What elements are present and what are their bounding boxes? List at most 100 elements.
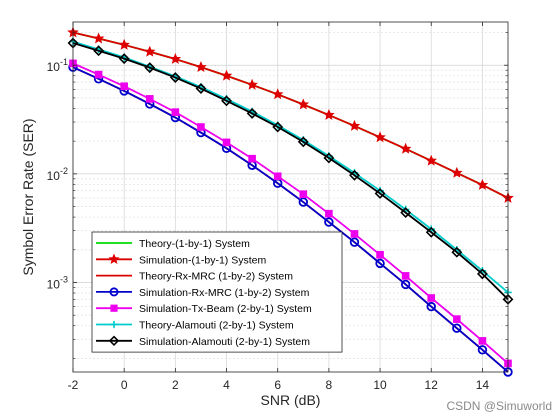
series-simulation-1-by-1-system-marker bbox=[348, 119, 361, 131]
legend-label: Simulation-Alamouti (2-by-1) System bbox=[139, 336, 310, 348]
series-simulation-1-by-1-system-marker bbox=[476, 178, 489, 190]
watermark: CSDN @Simuworld bbox=[446, 399, 552, 413]
series-simulation-1-by-1-system-marker bbox=[195, 61, 207, 73]
x-axis-label: SNR (dB) bbox=[261, 392, 321, 408]
series-simulation-1-by-1-system-marker bbox=[451, 166, 463, 178]
y-tick-label: 10-3 bbox=[47, 274, 68, 291]
legend-label: Theory-Alamouti (2-by-1) System bbox=[139, 320, 294, 332]
series-simulation-alamouti-2-by-1-system-marker bbox=[195, 83, 207, 94]
series-simulation-1-by-1-system-marker bbox=[271, 88, 284, 100]
x-tick-label: 6 bbox=[274, 378, 281, 392]
legend-label: Simulation-(1-by-1) System bbox=[139, 254, 266, 266]
series-simulation-tx-beam-2-by-1-system-marker bbox=[350, 230, 359, 238]
plot-frame bbox=[72, 21, 509, 373]
series-simulation-1-by-1-system-marker bbox=[92, 32, 105, 44]
series-simulation-1-by-1-system-marker bbox=[144, 45, 156, 57]
series-simulation-rx-mrc-1-by-2-system-marker bbox=[298, 197, 308, 207]
series-simulation-tx-beam-2-by-1-system-marker bbox=[120, 82, 128, 91]
series-simulation-alamouti-2-by-1-system-marker bbox=[169, 72, 181, 83]
series-simulation-rx-mrc-1-by-2-system-marker bbox=[400, 279, 411, 290]
legend-item-simulation-alamouti-2-by-1-system: Simulation-Alamouti (2-by-1) System bbox=[96, 335, 310, 348]
series-simulation-tx-beam-2-by-1-system-marker bbox=[171, 108, 180, 116]
series-simulation-tx-beam-2-by-1-system-marker bbox=[427, 294, 436, 302]
series-simulation-alamouti-2-by-1-system-marker bbox=[93, 45, 105, 57]
legend-item-theory-1-by-1-system: Theory-(1-by-1) System bbox=[96, 238, 250, 250]
legend-item-simulation-1-by-1-system: Simulation-(1-by-1) System bbox=[96, 253, 266, 266]
series-simulation-tx-beam-2-by-1-system-marker bbox=[248, 154, 256, 163]
series-simulation-tx-beam-2-by-1-system-marker bbox=[145, 95, 154, 103]
series-simulation-alamouti-2-by-1-system-marker bbox=[144, 62, 156, 74]
series-simulation-alamouti-2-by-1-system-marker bbox=[374, 188, 386, 199]
series-simulation-alamouti-2-by-1-system-marker bbox=[246, 107, 258, 119]
series-line-simulation-rx-mrc-1-by-2-system bbox=[72, 66, 509, 373]
legend-swatch-marker bbox=[109, 287, 119, 297]
series-simulation-tx-beam-2-by-1-system-marker bbox=[325, 209, 333, 218]
series-simulation-tx-beam-2-by-1-system-marker bbox=[273, 172, 282, 181]
series-simulation-1-by-1-system-marker bbox=[323, 108, 335, 120]
x-tick-label: 0 bbox=[121, 378, 128, 392]
legend-label: Theory-(1-by-1) System bbox=[139, 238, 250, 250]
series-line-simulation-1-by-1-system bbox=[72, 31, 509, 199]
x-tick-label: 8 bbox=[326, 378, 333, 392]
x-tick-label: 10 bbox=[373, 378, 387, 392]
series-simulation-tx-beam-2-by-1-system-marker bbox=[197, 123, 205, 131]
legend-swatch-marker bbox=[110, 320, 118, 329]
series-simulation-tx-beam-2-by-1-system-marker bbox=[299, 190, 308, 198]
series-line-simulation-tx-beam-2-by-1-system bbox=[72, 62, 509, 365]
x-tick-label: 14 bbox=[476, 378, 490, 392]
series-simulation-tx-beam-2-by-1-system-marker bbox=[222, 138, 231, 147]
y-axis-label: Symbol Error Rate (SER) bbox=[20, 118, 36, 275]
legend-label: Simulation-Rx-MRC (1-by-2) System bbox=[139, 287, 310, 299]
series-simulation-alamouti-2-by-1-system-marker bbox=[221, 95, 232, 107]
series-simulation-alamouti-2-by-1-system-marker bbox=[349, 169, 360, 181]
series-simulation-rx-mrc-1-by-2-system-marker bbox=[426, 301, 436, 312]
y-tick-label: 10-1 bbox=[47, 57, 68, 74]
series-simulation-1-by-1-system-marker bbox=[399, 142, 412, 154]
legend-label: Theory-Rx-MRC (1-by-2) System bbox=[139, 271, 293, 283]
series-line-simulation-alamouti-2-by-1-system bbox=[72, 42, 509, 300]
legend-swatch-marker bbox=[108, 335, 120, 347]
series-simulation-1-by-1-system-marker bbox=[118, 38, 130, 50]
y-tick-label: 10-2 bbox=[47, 166, 68, 183]
legend-swatch-marker bbox=[110, 304, 118, 312]
series-simulation-rx-mrc-1-by-2-system-marker bbox=[452, 323, 462, 333]
series-simulation-1-by-1-system bbox=[67, 26, 514, 203]
series-line-theory-1-by-1-system bbox=[72, 31, 509, 199]
series-simulation-alamouti-2-by-1-system-marker bbox=[451, 246, 463, 258]
series-simulation-rx-mrc-1-by-2-system-marker bbox=[477, 345, 488, 355]
series-simulation-tx-beam-2-by-1-system-marker bbox=[376, 250, 384, 259]
series-simulation-1-by-1-system-marker bbox=[425, 154, 437, 166]
series-simulation-alamouti-2-by-1-system-marker bbox=[400, 207, 412, 219]
x-axis-ticks: -2 0 2 4 6 8 10 12 14 bbox=[68, 22, 490, 392]
series-simulation-alamouti-2-by-1-system-marker bbox=[323, 152, 335, 164]
series-simulation-1-by-1-system-marker bbox=[220, 69, 233, 81]
series-simulation-alamouti-2-by-1-system bbox=[67, 37, 514, 305]
legend-item-simulation-rx-mrc-1-by-2-system: Simulation-Rx-MRC (1-by-2) System bbox=[96, 287, 310, 299]
series-simulation-alamouti-2-by-1-system-marker bbox=[118, 53, 130, 65]
legend-label: Simulation-Tx-Beam (2-by-1) System bbox=[139, 303, 312, 315]
series-simulation-rx-mrc-1-by-2-system-marker bbox=[375, 258, 385, 269]
legend-swatch-marker bbox=[108, 253, 120, 265]
series-simulation-alamouti-2-by-1-system-marker bbox=[297, 136, 309, 148]
series-simulation-1-by-1-system-marker bbox=[297, 98, 310, 110]
series-simulation-rx-mrc-1-by-2-system-marker bbox=[324, 217, 334, 227]
legend-box bbox=[91, 231, 343, 353]
series-simulation-alamouti-2-by-1-system-marker bbox=[272, 121, 284, 133]
series-simulation-alamouti-2-by-1-system-marker bbox=[425, 226, 437, 238]
x-tick-label: 12 bbox=[425, 378, 439, 392]
legend-item-simulation-tx-beam-2-by-1-system: Simulation-Tx-Beam (2-by-1) System bbox=[96, 303, 312, 315]
series-simulation-1-by-1-system-marker bbox=[374, 131, 386, 143]
x-tick-label: -2 bbox=[68, 378, 79, 392]
series-simulation-rx-mrc-1-by-2-system-marker bbox=[349, 237, 360, 247]
series-simulation-tx-beam-2-by-1-system-marker bbox=[94, 70, 103, 79]
series-simulation-tx-beam-2-by-1-system-marker bbox=[401, 272, 410, 280]
series-simulation-1-by-1-system-marker bbox=[169, 53, 182, 64]
series-simulation-tx-beam-2-by-1-system-marker bbox=[478, 337, 487, 345]
series-theory-1-by-1-system bbox=[72, 31, 509, 199]
x-tick-label: 4 bbox=[223, 378, 230, 392]
legend-item-theory-alamouti-2-by-1-system: Theory-Alamouti (2-by-1) System bbox=[96, 320, 294, 332]
x-tick-label: 2 bbox=[172, 378, 179, 392]
legend: Theory-(1-by-1) System Simulation-(1-by-1… bbox=[91, 231, 343, 353]
y-axis-ticks: 10-3 10-2 10-1 bbox=[47, 32, 508, 359]
